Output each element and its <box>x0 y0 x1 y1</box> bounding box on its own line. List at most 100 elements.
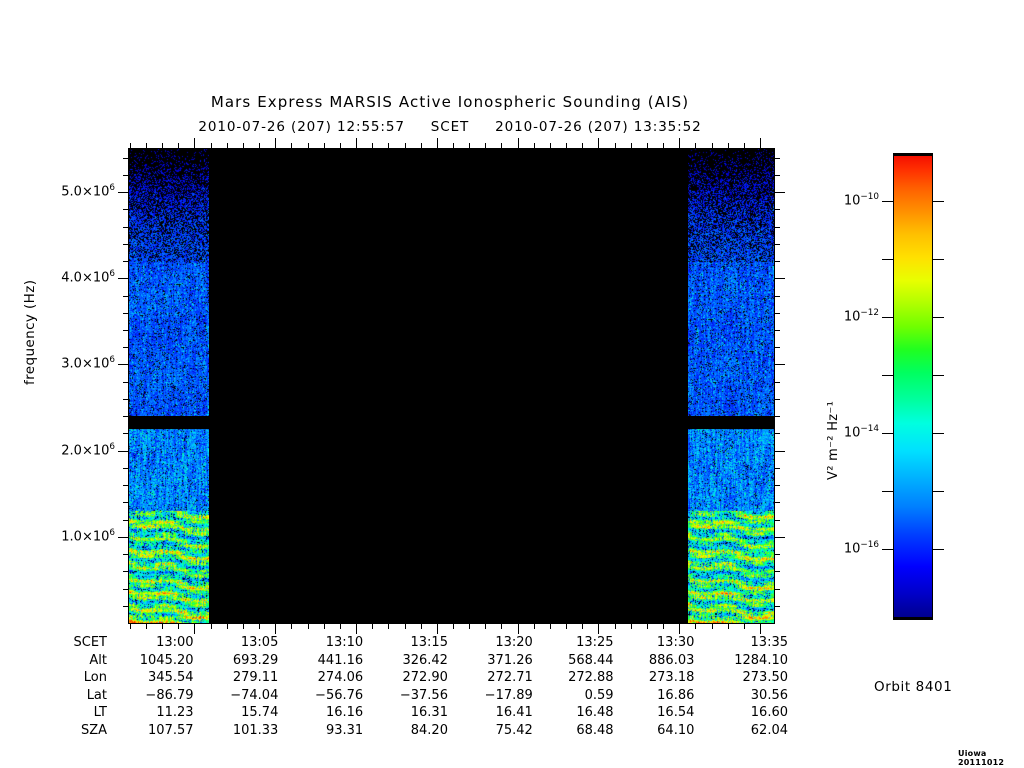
y-tick-minor <box>123 174 129 176</box>
data-segment-left <box>129 149 209 623</box>
x-tick-minor-top <box>323 143 325 149</box>
x-tick-minor <box>404 623 406 629</box>
x-tick-minor <box>485 623 487 629</box>
x-tick-minor-top <box>711 143 713 149</box>
frequency-band-gap <box>688 416 774 430</box>
y-tick-minor-right <box>774 157 780 159</box>
x-tick-minor <box>242 623 244 629</box>
y-tick-minor-right <box>774 174 780 176</box>
x-tick-minor <box>533 623 535 629</box>
spectrogram-plot[interactable]: 1.0×106 2.0×106 3.0×106 4.0×106 5.0×106 <box>61 138 785 634</box>
table-cell: 273.50 <box>742 670 789 685</box>
colorbar-tick-label: 10−12 <box>843 308 879 325</box>
colorbar-tick-right <box>933 201 944 203</box>
colorbar-gradient <box>893 153 933 620</box>
table-cell: 13:20 <box>495 635 533 650</box>
y-tick-minor-right <box>774 571 780 573</box>
y-tick-minor <box>123 485 129 487</box>
x-tick-minor-top <box>485 143 487 149</box>
table-cell: 16.16 <box>325 705 364 720</box>
spectrogram-image <box>129 149 774 623</box>
x-tick-minor <box>259 623 261 629</box>
table-cell: 13:35 <box>750 635 788 650</box>
y-tick-major <box>118 364 129 366</box>
y-tick-minor <box>123 157 129 159</box>
x-tick-minor-top <box>695 143 697 149</box>
table-cell: 272.71 <box>487 670 533 685</box>
x-tick-minor-top <box>307 143 309 149</box>
table-cell: 13:00 <box>156 635 194 650</box>
y-tick-minor-right <box>774 312 780 314</box>
x-tick-major-top <box>598 138 600 149</box>
x-tick-major-top <box>517 138 519 149</box>
y-tick-major <box>118 536 129 538</box>
y-tick-label: 5.0×106 <box>61 183 115 200</box>
table-cell: 16.31 <box>410 705 448 720</box>
table-cell: 16.41 <box>495 705 533 720</box>
x-tick-minor-top <box>646 143 648 149</box>
colorbar-tick-label: 10−14 <box>843 423 879 441</box>
x-tick-minor-top <box>291 143 293 149</box>
x-tick-minor <box>162 623 164 629</box>
x-tick-minor-top <box>372 143 374 149</box>
table-row: Lon 345.54 279.11 274.06 272.90 272.71 272.88 2… <box>55 669 795 687</box>
colorbar-tick-left <box>882 548 893 550</box>
y-tick-minor-right <box>774 381 780 383</box>
y-tick-minor-right <box>774 261 780 263</box>
x-tick-minor-top <box>566 143 568 149</box>
x-tick-minor-top <box>242 143 244 149</box>
y-tick-minor-right <box>774 398 780 400</box>
x-tick-minor-top <box>743 143 745 149</box>
y-tick-minor <box>123 502 129 504</box>
x-tick-major <box>194 623 196 634</box>
table-cell: 13:25 <box>576 635 614 650</box>
colorbar-cap-bottom <box>893 617 933 620</box>
table-cell: 13:10 <box>325 635 364 650</box>
table-cell: 16.60 <box>750 705 788 720</box>
x-tick-minor-top <box>226 143 228 149</box>
table-cell: 273.18 <box>648 670 695 685</box>
x-tick-major-top <box>436 138 438 149</box>
x-tick-minor <box>743 623 745 629</box>
x-tick-minor <box>452 623 454 629</box>
x-tick-minor-top <box>727 143 729 149</box>
y-tick-major-right <box>774 536 785 538</box>
colorbar-tick-left <box>882 374 893 376</box>
colorbar[interactable]: 10−10 10−12 10−14 10−16 <box>844 153 944 620</box>
table-row-label: LT <box>93 705 107 720</box>
x-tick-minor <box>307 623 309 629</box>
spectrogram-canvas <box>688 149 774 623</box>
table-cell: 1284.10 <box>734 652 788 668</box>
y-tick-minor <box>123 398 129 400</box>
x-tick-minor-top <box>533 143 535 149</box>
x-tick-major-top <box>194 138 196 149</box>
spectrogram-canvas <box>129 149 209 623</box>
x-tick-major-top <box>679 138 681 149</box>
colorbar-tick-right <box>933 490 944 492</box>
table-cell: 441.16 <box>317 652 364 668</box>
x-tick-minor-top <box>404 143 406 149</box>
x-tick-minor <box>291 623 293 629</box>
table-row-label: Lon <box>83 670 107 685</box>
table-cell: 886.03 <box>648 652 695 668</box>
table-cell: 11.23 <box>156 705 194 720</box>
x-tick-major-top <box>759 138 761 149</box>
x-tick-minor <box>339 623 341 629</box>
y-tick-label: 4.0×106 <box>61 269 115 286</box>
colorbar-tick-label: 10−16 <box>843 539 879 557</box>
table-cell: −37.56 <box>399 687 448 703</box>
x-tick-minor <box>614 623 616 629</box>
table-cell: 16.54 <box>657 705 695 720</box>
y-tick-minor <box>123 519 129 521</box>
y-tick-minor-right <box>774 416 780 418</box>
x-tick-minor <box>178 623 180 629</box>
colorbar-tick-label: 10−10 <box>843 192 879 209</box>
table-cell: 345.54 <box>148 670 194 685</box>
colorbar-tick-left <box>882 432 893 434</box>
y-tick-minor-right <box>774 519 780 521</box>
table-row: LT 11.23 15.74 16.16 16.31 16.41 16.48 16.54 16.… <box>55 704 795 722</box>
y-tick-minor <box>123 329 129 331</box>
x-tick-minor-top <box>162 143 164 149</box>
table-cell: 693.29 <box>232 652 279 668</box>
table-cell: 1045.20 <box>139 652 194 668</box>
